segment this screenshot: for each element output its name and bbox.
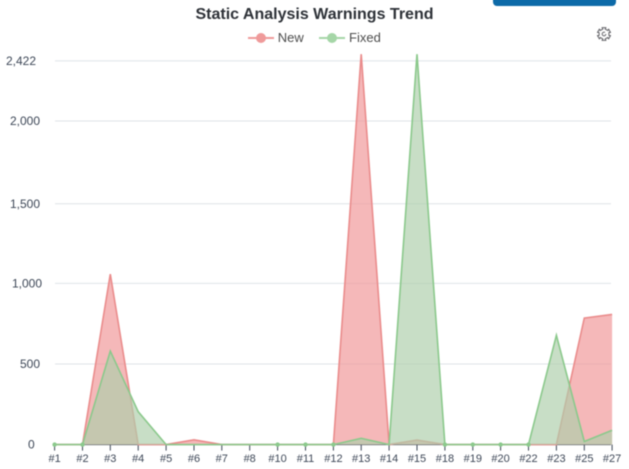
svg-text:#6: #6 xyxy=(188,453,200,465)
svg-text:#1: #1 xyxy=(48,453,60,465)
svg-text:#8: #8 xyxy=(244,453,256,465)
svg-text:#12: #12 xyxy=(324,453,342,465)
svg-text:#14: #14 xyxy=(380,453,398,465)
svg-text:#25: #25 xyxy=(575,453,593,465)
svg-text:#4: #4 xyxy=(132,453,144,465)
svg-text:#3: #3 xyxy=(104,453,116,465)
svg-text:#27: #27 xyxy=(603,453,621,465)
svg-text:1,500: 1,500 xyxy=(10,197,40,211)
svg-text:#2: #2 xyxy=(76,453,88,465)
svg-text:#19: #19 xyxy=(464,453,482,465)
svg-text:#7: #7 xyxy=(216,453,228,465)
svg-text:500: 500 xyxy=(20,357,40,371)
svg-text:2,422: 2,422 xyxy=(6,54,36,68)
svg-text:1,000: 1,000 xyxy=(12,276,42,290)
svg-text:#23: #23 xyxy=(547,453,565,465)
svg-text:#10: #10 xyxy=(268,453,286,465)
svg-text:#15: #15 xyxy=(408,453,426,465)
svg-text:#5: #5 xyxy=(160,453,172,465)
svg-text:#22: #22 xyxy=(519,453,537,465)
svg-text:#11: #11 xyxy=(297,453,315,465)
svg-text:2,000: 2,000 xyxy=(10,114,40,128)
svg-text:0: 0 xyxy=(28,438,35,452)
svg-text:#18: #18 xyxy=(436,453,454,465)
svg-text:#20: #20 xyxy=(491,453,509,465)
svg-text:#13: #13 xyxy=(352,453,370,465)
